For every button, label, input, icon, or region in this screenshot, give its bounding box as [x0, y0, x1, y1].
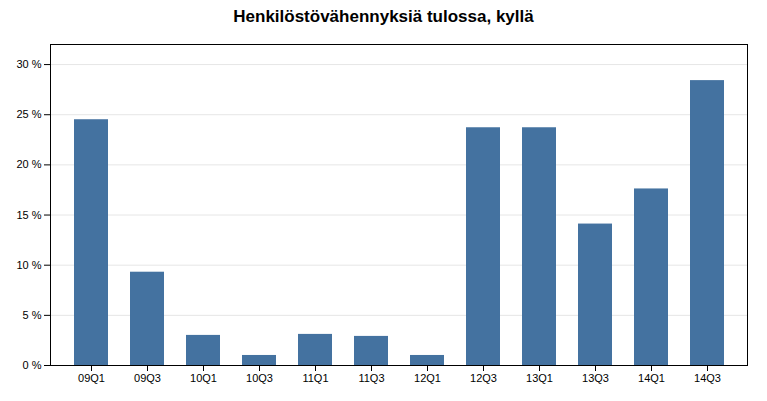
svg-text:11Q1: 11Q1 — [302, 372, 328, 384]
svg-text:12Q1: 12Q1 — [414, 372, 441, 384]
svg-text:09Q3: 09Q3 — [134, 372, 161, 384]
svg-text:14Q3: 14Q3 — [694, 372, 721, 384]
svg-text:13Q1: 13Q1 — [526, 372, 553, 384]
svg-text:25 %: 25 % — [16, 108, 41, 120]
svg-text:12Q3: 12Q3 — [470, 372, 497, 384]
svg-text:10 %: 10 % — [16, 259, 41, 271]
html-text:Henkilöstövähennyksiä tulossa,: Henkilöstövähennyksiä tulossa, kyllä — [233, 7, 534, 26]
svg-text:5 %: 5 % — [23, 309, 42, 321]
svg-text:10Q3: 10Q3 — [246, 372, 273, 384]
svg-text:09Q1: 09Q1 — [78, 372, 105, 384]
svg-text:10Q1: 10Q1 — [190, 372, 217, 384]
svg-text:15 %: 15 % — [16, 209, 41, 221]
svg-text:13Q3: 13Q3 — [582, 372, 609, 384]
svg-text:14Q1: 14Q1 — [638, 372, 665, 384]
svg-text:30 %: 30 % — [16, 58, 41, 70]
svg-text:20 %: 20 % — [16, 158, 41, 170]
svg-text:11Q3: 11Q3 — [358, 372, 384, 384]
svg-text:0 %: 0 % — [23, 359, 42, 371]
